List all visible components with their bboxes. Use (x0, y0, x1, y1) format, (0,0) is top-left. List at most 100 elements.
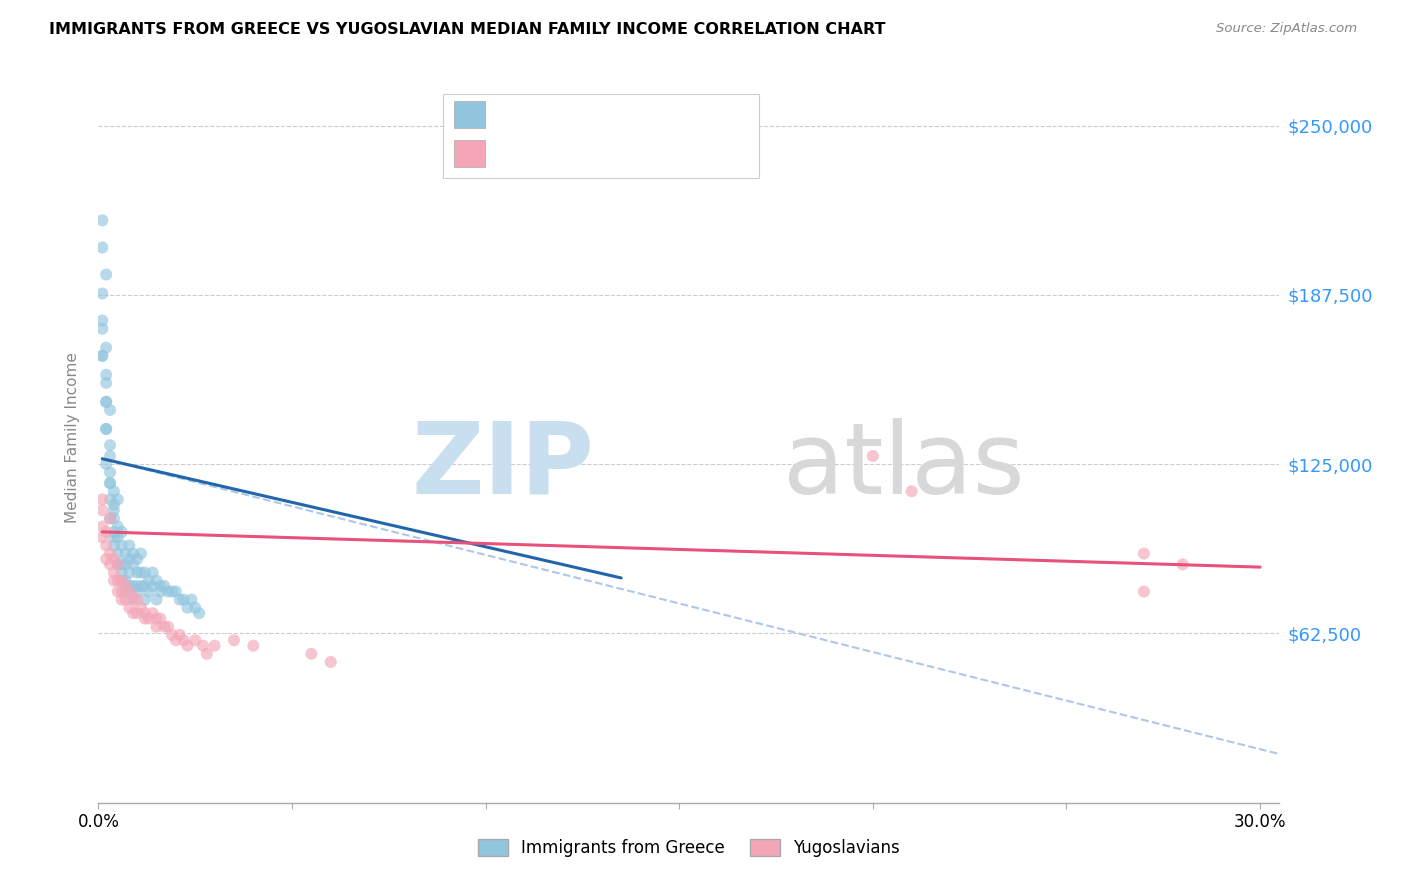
Point (138, 574, 160, 588)
Point (118, 600, 141, 615)
Point (160, 628, 183, 642)
Point (111, 566, 134, 580)
Text: atlas: atlas (783, 417, 1025, 515)
Point (900, 484, 922, 499)
Point (96, 395, 118, 409)
Point (98, 476, 121, 491)
Point (98, 547, 121, 561)
Point (114, 579, 136, 593)
Point (91, 213, 114, 227)
Text: R = -0.222: R = -0.222 (496, 145, 578, 161)
Point (103, 530, 125, 544)
Point (103, 484, 125, 499)
Point (862, 449, 884, 463)
Point (91, 492, 114, 507)
Point (165, 633, 187, 648)
Point (118, 552, 141, 566)
Point (107, 584, 129, 599)
Point (145, 592, 167, 607)
Point (107, 558, 129, 572)
Point (165, 584, 187, 599)
Point (1171, 558, 1194, 572)
Point (96, 341, 118, 355)
Point (122, 547, 145, 561)
Point (127, 566, 149, 580)
Point (142, 606, 165, 620)
Point (91, 503, 114, 517)
Text: N =  81: N = 81 (613, 107, 671, 122)
Point (188, 606, 211, 620)
Point (204, 639, 226, 653)
Point (96, 422, 118, 436)
Point (103, 524, 125, 539)
Point (127, 606, 149, 620)
Point (242, 639, 264, 653)
Point (114, 547, 136, 561)
Point (107, 492, 129, 507)
Point (98, 465, 121, 479)
Point (319, 655, 342, 669)
Point (118, 538, 141, 552)
Point (98, 438, 121, 452)
Point (169, 628, 191, 642)
Point (176, 600, 198, 615)
Text: Source: ZipAtlas.com: Source: ZipAtlas.com (1216, 22, 1357, 36)
Point (160, 584, 183, 599)
Point (122, 579, 145, 593)
Point (145, 611, 167, 625)
Point (127, 552, 149, 566)
Point (149, 611, 172, 625)
Point (138, 611, 160, 625)
Point (111, 584, 134, 599)
Point (91, 322, 114, 336)
Point (96, 552, 118, 566)
Point (134, 606, 156, 620)
Point (111, 574, 134, 588)
Point (91, 240, 114, 254)
Point (98, 403, 121, 417)
Point (107, 574, 129, 588)
Point (134, 579, 156, 593)
Point (111, 558, 134, 572)
Point (96, 376, 118, 390)
Point (191, 639, 214, 653)
Point (145, 620, 167, 634)
Point (173, 592, 195, 607)
Point (157, 620, 180, 634)
Point (142, 579, 165, 593)
Point (98, 511, 121, 525)
Point (98, 558, 121, 572)
Point (149, 584, 172, 599)
Point (134, 566, 156, 580)
Point (103, 574, 125, 588)
Point (129, 579, 152, 593)
Point (96, 538, 118, 552)
Point (91, 530, 114, 544)
Point (114, 574, 136, 588)
Point (157, 584, 180, 599)
Point (129, 547, 152, 561)
Point (173, 633, 195, 648)
Y-axis label: Median Family Income: Median Family Income (65, 351, 80, 523)
Point (96, 395, 118, 409)
Point (176, 639, 198, 653)
Point (138, 584, 160, 599)
Point (96, 457, 118, 471)
Point (299, 647, 322, 661)
Point (118, 584, 141, 599)
Point (129, 600, 152, 615)
Point (180, 592, 202, 607)
Point (153, 579, 176, 593)
Text: IMMIGRANTS FROM GREECE VS YUGOSLAVIAN MEDIAN FAMILY INCOME CORRELATION CHART: IMMIGRANTS FROM GREECE VS YUGOSLAVIAN ME… (49, 22, 886, 37)
Point (91, 286, 114, 301)
Point (107, 547, 129, 561)
Text: ZIP: ZIP (412, 417, 595, 515)
Point (98, 476, 121, 491)
Point (134, 592, 156, 607)
Point (129, 566, 152, 580)
Point (114, 592, 136, 607)
Point (114, 558, 136, 572)
Point (111, 574, 134, 588)
Point (103, 538, 125, 552)
Point (122, 590, 145, 604)
